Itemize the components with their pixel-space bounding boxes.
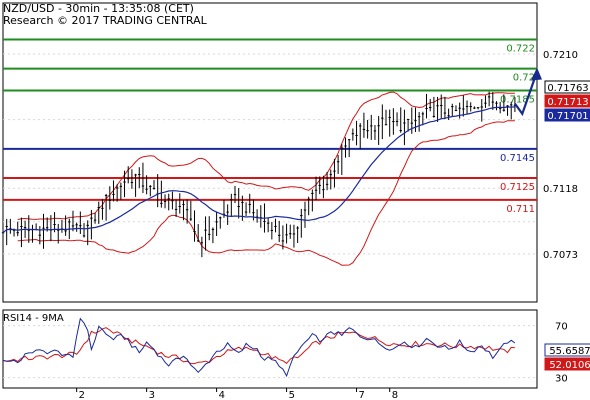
level-label-0.7145: 0.7145 xyxy=(500,153,535,164)
projection-arrow-head xyxy=(531,67,542,81)
level-label-0.722: 0.722 xyxy=(506,43,535,54)
x-axis: 2 3 4 5 7 8 xyxy=(76,388,398,400)
header-copyright: Research © 2017 TRADING CENTRAL xyxy=(3,14,207,27)
header-title: NZD/USD - 30min - 13:35:08 (CET) xyxy=(3,2,194,15)
projection-line xyxy=(514,71,539,117)
x-tick-label-7: 7 xyxy=(359,390,365,400)
grid-lines xyxy=(3,53,537,255)
y-tick-label-0.7073: 0.7073 xyxy=(543,250,578,261)
chart-frame xyxy=(2,2,538,389)
moving-average xyxy=(2,106,515,234)
price-tag-0.71713: 0.71713 xyxy=(547,97,588,108)
rsi-panel-border xyxy=(2,309,538,389)
rsi-line xyxy=(2,317,516,378)
y-axis: 0.7210 0.7118 0.7073 xyxy=(543,50,578,261)
price-tag-box xyxy=(544,80,590,94)
level-label-0.7125: 0.7125 xyxy=(500,182,535,193)
level-lines: 0.722 0.72 0.7185 0.7145 0.7125 0.711 xyxy=(3,38,537,215)
y-tick-label-0.7210: 0.7210 xyxy=(543,50,578,61)
level-label-0.7185: 0.7185 xyxy=(500,95,535,106)
rsi-value-tag: 55.6587 xyxy=(549,346,590,357)
y-tick-label-0.7118: 0.7118 xyxy=(543,184,578,195)
projection-arrow xyxy=(514,67,542,117)
price-tag-box xyxy=(544,94,590,108)
level-label-0.72: 0.72 xyxy=(513,73,535,84)
price-tag-0.71763: 0.71763 xyxy=(547,83,588,94)
x-tick-label-2: 2 xyxy=(79,390,85,400)
moving-average-line xyxy=(2,106,515,234)
x-tick-label-5: 5 xyxy=(289,390,295,400)
rsi-tick-label-30: 30 xyxy=(555,374,568,385)
rsi-ma-line xyxy=(2,327,515,365)
bollinger-lower xyxy=(17,120,515,266)
x-tick-label-4: 4 xyxy=(219,390,225,400)
price-tags: 0.71763 0.71713 0.71701 xyxy=(544,80,590,122)
price-tag-box xyxy=(544,108,590,122)
rsi-ma-tag: 52.0106 xyxy=(549,360,590,371)
candles xyxy=(1,91,517,258)
rsi-panel: 70 30 55.6587 52.0106 xyxy=(2,317,590,385)
bollinger-bands xyxy=(17,91,515,266)
price-tag-0.71701: 0.71701 xyxy=(547,111,588,122)
x-tick-label-8: 8 xyxy=(392,390,398,400)
rsi-ma-tag-box xyxy=(544,357,590,371)
bollinger-upper xyxy=(17,91,515,221)
level-label-0.711: 0.711 xyxy=(506,204,535,215)
rsi-panel-label: RSI14 - 9MA xyxy=(3,313,64,324)
main-panel-border xyxy=(2,2,538,303)
x-tick-label-3: 3 xyxy=(149,390,155,400)
rsi-value-tag-box xyxy=(544,343,590,357)
rsi-tick-label-70: 70 xyxy=(555,322,568,333)
